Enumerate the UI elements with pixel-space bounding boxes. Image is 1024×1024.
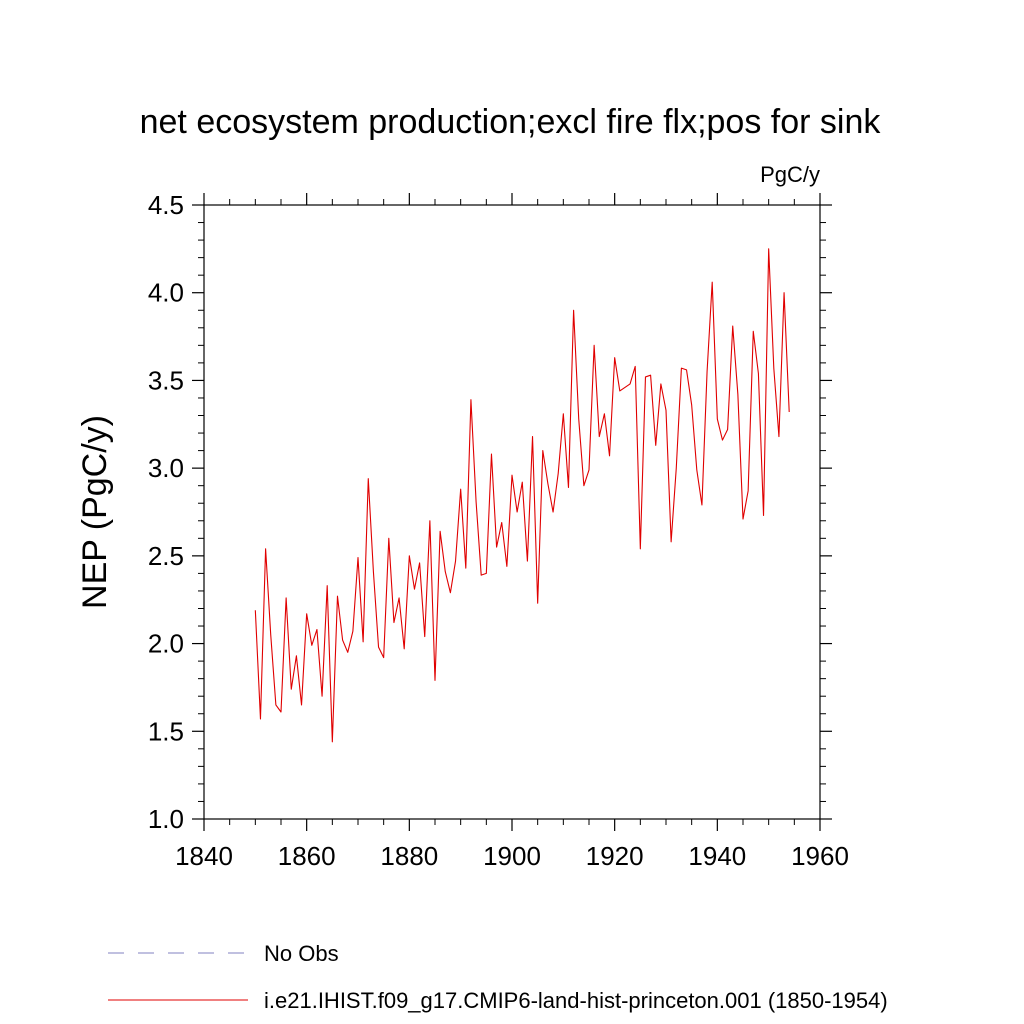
series-layer xyxy=(254,248,790,743)
axis-ticks: 1840 1860 1880 1900 1920 1940 1960 1.0 1.5 2.0 2.5… xyxy=(148,190,849,871)
y-axis-label: NEP (PgC/y) xyxy=(76,415,114,609)
nep-series-line xyxy=(254,248,790,743)
x-tick-label: 1840 xyxy=(175,841,233,871)
x-tick-label: 1940 xyxy=(688,841,746,871)
y-tick-label: 4.0 xyxy=(148,278,184,308)
y-tick-label: 2.5 xyxy=(148,541,184,571)
x-tick-label: 1880 xyxy=(380,841,438,871)
units-label: PgC/y xyxy=(760,162,820,187)
x-tick-label: 1920 xyxy=(586,841,644,871)
y-tick-label: 1.0 xyxy=(148,804,184,834)
legend-label-1: i.e21.IHIST.f09_g17.CMIP6-land-hist-prin… xyxy=(264,988,888,1013)
x-tick-label: 1860 xyxy=(278,841,336,871)
x-tick-label: 1960 xyxy=(791,841,849,871)
x-tick-label: 1900 xyxy=(483,841,541,871)
y-tick-label: 4.5 xyxy=(148,190,184,220)
y-tick-label: 3.5 xyxy=(148,365,184,395)
legend: No Obs i.e21.IHIST.f09_g17.CMIP6-land-his… xyxy=(108,941,888,1013)
plot-frame xyxy=(203,204,821,820)
legend-label-0: No Obs xyxy=(264,941,339,966)
y-tick-label: 3.0 xyxy=(148,453,184,483)
y-tick-label: 2.0 xyxy=(148,629,184,659)
chart-title: net ecosystem production;excl fire flx;p… xyxy=(140,103,882,141)
y-tick-label: 1.5 xyxy=(148,716,184,746)
